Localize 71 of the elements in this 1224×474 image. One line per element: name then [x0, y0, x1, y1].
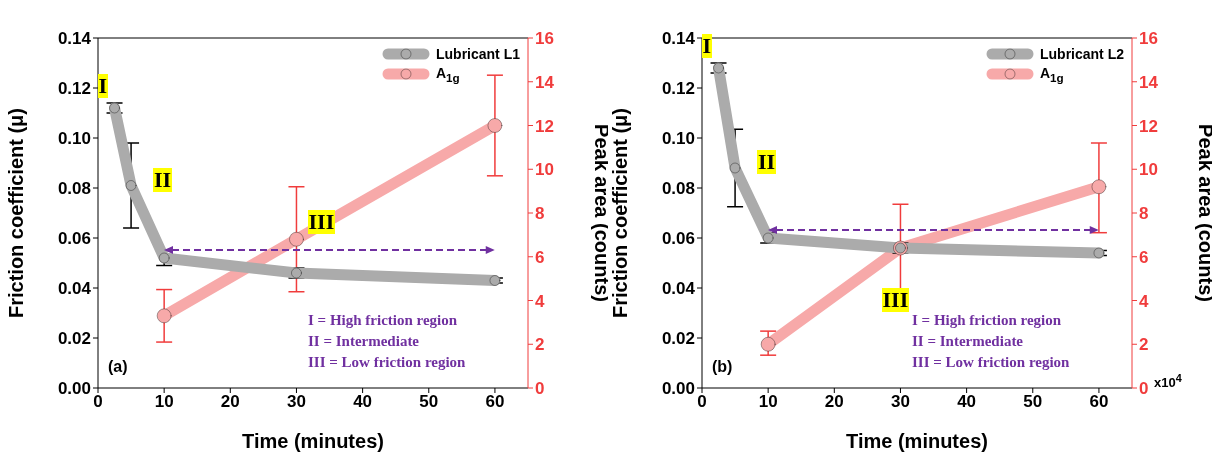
y-tick-label: 0.12: [57, 79, 91, 99]
x-tick-label: 40: [957, 392, 977, 412]
y2-tick-label: 10: [1139, 160, 1158, 180]
text: x10$^{4}$: [1154, 372, 1182, 391]
y2-tick-label: 2: [1139, 335, 1149, 355]
legend-label: Lubricant L2: [1039, 46, 1124, 62]
annotation: II: [153, 166, 173, 192]
x-tick-label: 60: [485, 392, 505, 412]
annotation: I: [701, 33, 713, 58]
x-tick-label: 0: [697, 392, 707, 412]
y2-tick-label: 2: [535, 335, 545, 355]
annotation: I: [97, 73, 109, 98]
x-tick-label: 50: [1023, 392, 1043, 412]
y-tick-label: 0.12: [661, 79, 695, 99]
y-tick-label: 0.04: [57, 279, 92, 299]
y2-tick-label: 0: [1139, 379, 1149, 399]
annotation: III: [307, 209, 336, 234]
y-tick-label: 0.02: [57, 329, 91, 349]
y-tick-label: 0.04: [661, 279, 696, 299]
annotation: I = High friction region: [308, 311, 459, 330]
x-tick-label: 20: [220, 392, 240, 412]
annotation: III: [881, 287, 910, 312]
x-tick-label: 30: [891, 392, 910, 412]
x-tick-label: 10: [154, 392, 174, 412]
y-axis-title: Friction coefficient (μ): [5, 107, 28, 319]
y-tick-label: 0.10: [661, 129, 695, 149]
x-tick-label: 0: [93, 392, 103, 412]
x-axis-title: Time (minutes): [846, 430, 988, 452]
y2-tick-label: 12: [535, 116, 554, 136]
legend-label: A$_{1g}$: [435, 64, 460, 84]
x-tick-label: 30: [287, 392, 306, 412]
y-tick-label: 0.02: [661, 329, 695, 349]
x-tick-label: 60: [1089, 392, 1109, 412]
annotation: III = Low friction region: [308, 353, 466, 372]
y-tick-label: 0.06: [661, 229, 695, 249]
y-tick-label: 0.06: [57, 229, 91, 249]
y2-tick-label: 14: [1139, 72, 1159, 92]
x-axis-title: Time (minutes): [242, 430, 384, 452]
y-tick-label: 0.08: [661, 179, 695, 199]
y-tick-label: 0.00: [57, 379, 91, 399]
annotation: II = Intermediate: [912, 332, 1025, 351]
x-tick-label: 50: [419, 392, 439, 412]
y-tick-label: 0.08: [57, 179, 91, 199]
y-axis-title: Friction coefficient (μ): [609, 107, 632, 319]
legend-label: A$_{1g}$: [1039, 64, 1064, 84]
y2-tick-label: 6: [535, 247, 545, 267]
y2-tick-label: 14: [535, 72, 555, 92]
y2-tick-label: 16: [1139, 29, 1158, 49]
y2-tick-label: 4: [1139, 291, 1149, 311]
annotation: I = High friction region: [912, 311, 1063, 330]
annotation: II = Intermediate: [308, 332, 421, 351]
x-tick-label: 40: [353, 392, 373, 412]
annotation: II: [757, 149, 777, 174]
legend-label: Lubricant L1: [435, 46, 520, 62]
y2-tick-label: 0: [535, 379, 545, 399]
x-tick-label: 10: [758, 392, 778, 412]
y2-tick-label: 8: [535, 204, 545, 224]
annotation: (a): [108, 358, 128, 376]
y2-tick-label: 10: [535, 160, 554, 180]
y-tick-label: 0.14: [57, 29, 92, 49]
y-tick-label: 0.00: [661, 379, 695, 399]
y2-tick-label: 12: [1139, 116, 1158, 136]
annotation: III = Low friction region: [912, 353, 1070, 372]
x-tick-label: 20: [824, 392, 844, 412]
y2-tick-label: 4: [535, 291, 545, 311]
annotation: (b): [712, 358, 733, 376]
y-tick-label: 0.14: [661, 29, 696, 49]
y2-tick-label: 16: [535, 29, 554, 49]
y-tick-label: 0.10: [57, 129, 91, 149]
y2-tick-label: 6: [1139, 247, 1149, 267]
y2-tick-label: 8: [1139, 204, 1149, 224]
